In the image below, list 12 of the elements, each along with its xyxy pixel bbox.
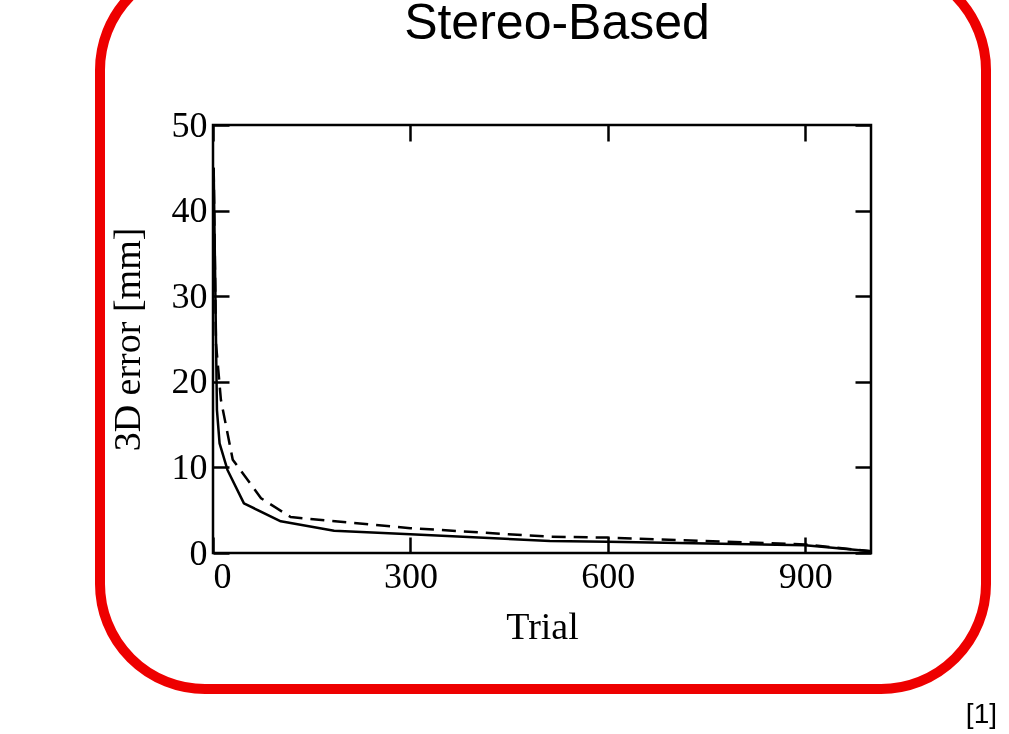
x-axis-title: Trial: [506, 604, 579, 647]
y-tick-label: 40: [171, 190, 208, 231]
x-tick-label: 900: [778, 555, 833, 596]
x-tick-label: 600: [581, 555, 636, 596]
y-tick-label: 10: [171, 446, 208, 487]
y-tick-label: 20: [171, 361, 208, 402]
text: [1]: [965, 698, 997, 730]
x-tick-label: 300: [383, 555, 438, 596]
y-tick-label: 50: [171, 104, 208, 145]
chart-title: Stereo-Based: [404, 0, 710, 50]
y-tick-label: 30: [171, 275, 208, 316]
y-axis-title: 3D error [mm]: [105, 227, 148, 452]
